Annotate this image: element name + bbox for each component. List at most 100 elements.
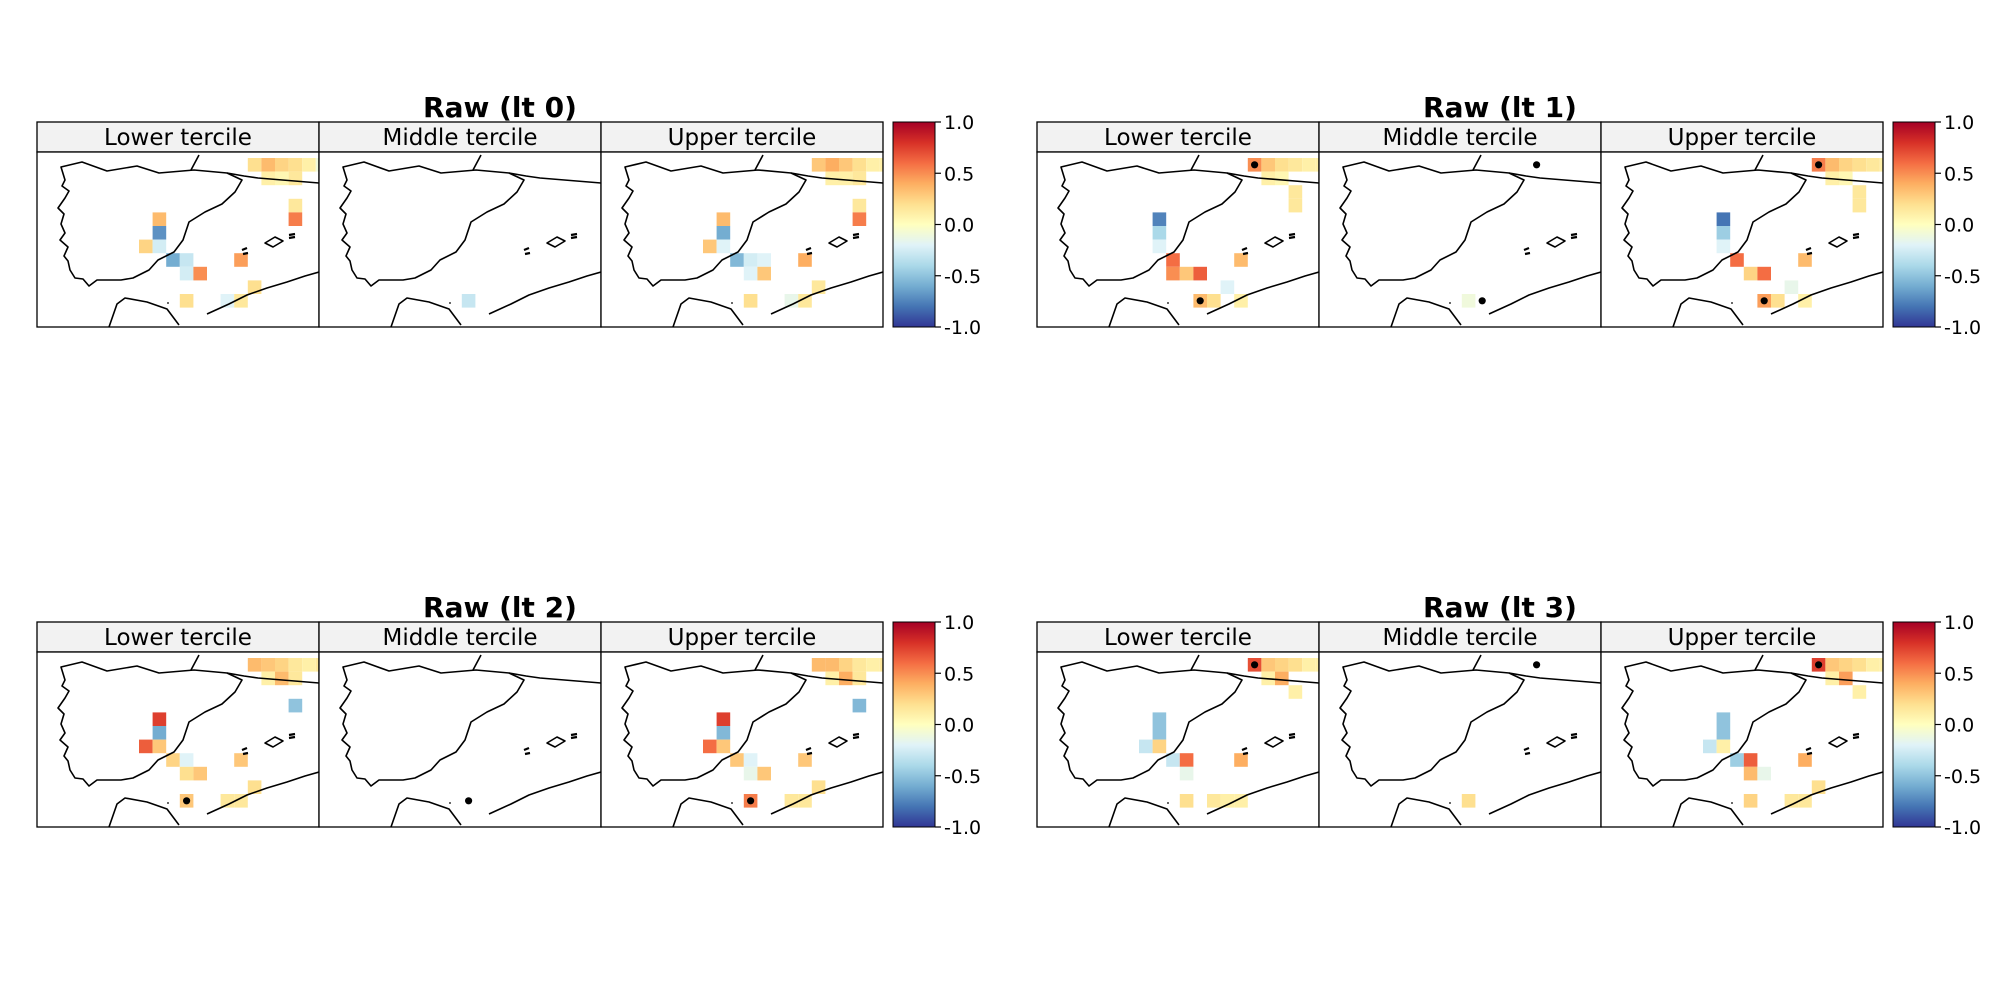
islet-dot xyxy=(731,302,733,304)
grid-cell xyxy=(234,753,248,767)
grid-cell xyxy=(1166,266,1180,281)
grid-cell xyxy=(1275,671,1289,686)
grid-cell xyxy=(1152,712,1167,726)
grid-cell xyxy=(261,158,275,172)
grid-cell xyxy=(1234,794,1248,808)
balearic-island xyxy=(1546,736,1566,748)
figure-group: Raw (lt 0) Lower tercile Middle tercile Upp… xyxy=(36,91,981,339)
grid-cell xyxy=(716,239,731,254)
islet-dot xyxy=(1167,802,1169,804)
iberia-coastline xyxy=(1057,661,1243,787)
colorbar-tick-label: 0.5 xyxy=(944,663,974,685)
grid-cell xyxy=(315,158,319,172)
grid-cell xyxy=(866,158,880,172)
grid-cell xyxy=(703,239,717,254)
grid-cell xyxy=(1166,253,1180,267)
panel-header xyxy=(1318,121,1602,153)
grid-cell xyxy=(1716,226,1731,240)
grid-cell xyxy=(1220,794,1235,808)
grid-cell xyxy=(179,294,194,308)
panel-label: Upper tercile xyxy=(1668,125,1817,151)
colorbar-tick-label: -1.0 xyxy=(944,317,981,339)
grid-cell xyxy=(1261,158,1275,172)
island-outline xyxy=(805,746,813,756)
grid-cell xyxy=(730,253,744,267)
island-outline xyxy=(523,246,531,256)
islet-dot xyxy=(167,802,169,804)
grid-cell xyxy=(743,266,758,281)
island-outline xyxy=(288,735,296,740)
island-outline xyxy=(570,235,578,240)
grid-cell xyxy=(247,158,262,172)
balearic-island xyxy=(828,236,848,248)
island-outline xyxy=(1852,735,1860,740)
map-panel xyxy=(36,151,320,328)
africa-coastline xyxy=(1672,271,1883,327)
grid-cell xyxy=(1730,253,1744,267)
africa-coastline xyxy=(1108,771,1319,827)
panel-label: Upper tercile xyxy=(668,125,817,151)
grid-cell xyxy=(1798,753,1812,767)
grid-cell xyxy=(302,658,316,672)
island-outline xyxy=(1570,735,1578,740)
grid-cell xyxy=(1743,266,1758,281)
grid-cell xyxy=(1179,753,1194,767)
grid-cell xyxy=(1852,185,1867,199)
grid-cell xyxy=(866,658,880,672)
island-outline xyxy=(1852,235,1860,240)
significance-dot xyxy=(1251,161,1259,169)
islet-dot xyxy=(1731,802,1733,804)
grid-cell xyxy=(879,158,883,172)
island-outline xyxy=(852,235,860,240)
iberia-coastline xyxy=(1339,661,1525,787)
panel-label: Lower tercile xyxy=(1104,625,1252,651)
grid-cell xyxy=(1315,158,1319,172)
colorbar-tick-label: 1.0 xyxy=(1944,612,1974,634)
grid-cell xyxy=(703,739,717,754)
grid-cell xyxy=(1461,794,1476,808)
grid-cell xyxy=(1825,658,1839,672)
grid-cell xyxy=(1716,239,1731,254)
grid-cell xyxy=(757,253,771,267)
grid-cell xyxy=(152,212,167,226)
island-outline xyxy=(1805,246,1813,256)
africa-coastline xyxy=(672,271,883,327)
iberia-coastline xyxy=(339,161,525,287)
islet-dot xyxy=(1449,302,1451,304)
grid-cell xyxy=(275,671,289,686)
france-border xyxy=(1472,654,1601,684)
panel-label: Lower tercile xyxy=(104,125,252,151)
grid-cell xyxy=(1315,658,1319,672)
iberia-coastline xyxy=(57,661,243,787)
france-border xyxy=(190,654,319,684)
grid-cell xyxy=(743,766,758,781)
grid-cell xyxy=(1825,158,1839,172)
balearic-island xyxy=(546,736,566,748)
grid-cell xyxy=(1288,158,1303,172)
colorbar-tick-label: 0.0 xyxy=(1944,215,1974,237)
colorbar xyxy=(1893,122,1935,327)
islet-dot xyxy=(167,302,169,304)
grid-cell xyxy=(139,239,153,254)
island-outline xyxy=(570,735,578,740)
colorbar-tick-label: -1.0 xyxy=(1944,817,1981,839)
colorbar-tick-label: 1.0 xyxy=(944,612,974,634)
island-outline xyxy=(1288,235,1296,240)
figure-group: Raw (lt 2) Lower tercile Middle tercile Upp… xyxy=(36,591,981,839)
grid-cell xyxy=(1275,171,1289,186)
grid-cell xyxy=(193,766,207,781)
panel-label: Middle tercile xyxy=(383,125,538,151)
grid-cell xyxy=(730,753,744,767)
island-outline xyxy=(288,732,296,737)
grid-cell xyxy=(1234,294,1248,308)
grid-cell xyxy=(1716,212,1731,226)
island-outline xyxy=(1241,246,1249,256)
colorbar-tick-label: -0.5 xyxy=(944,766,981,788)
france-border xyxy=(190,154,319,184)
figure-title: Raw (lt 1) xyxy=(1423,91,1577,124)
grid-cell xyxy=(1798,294,1812,308)
grid-cell xyxy=(152,226,167,240)
grid-cell xyxy=(220,794,235,808)
grid-cell xyxy=(798,294,812,308)
